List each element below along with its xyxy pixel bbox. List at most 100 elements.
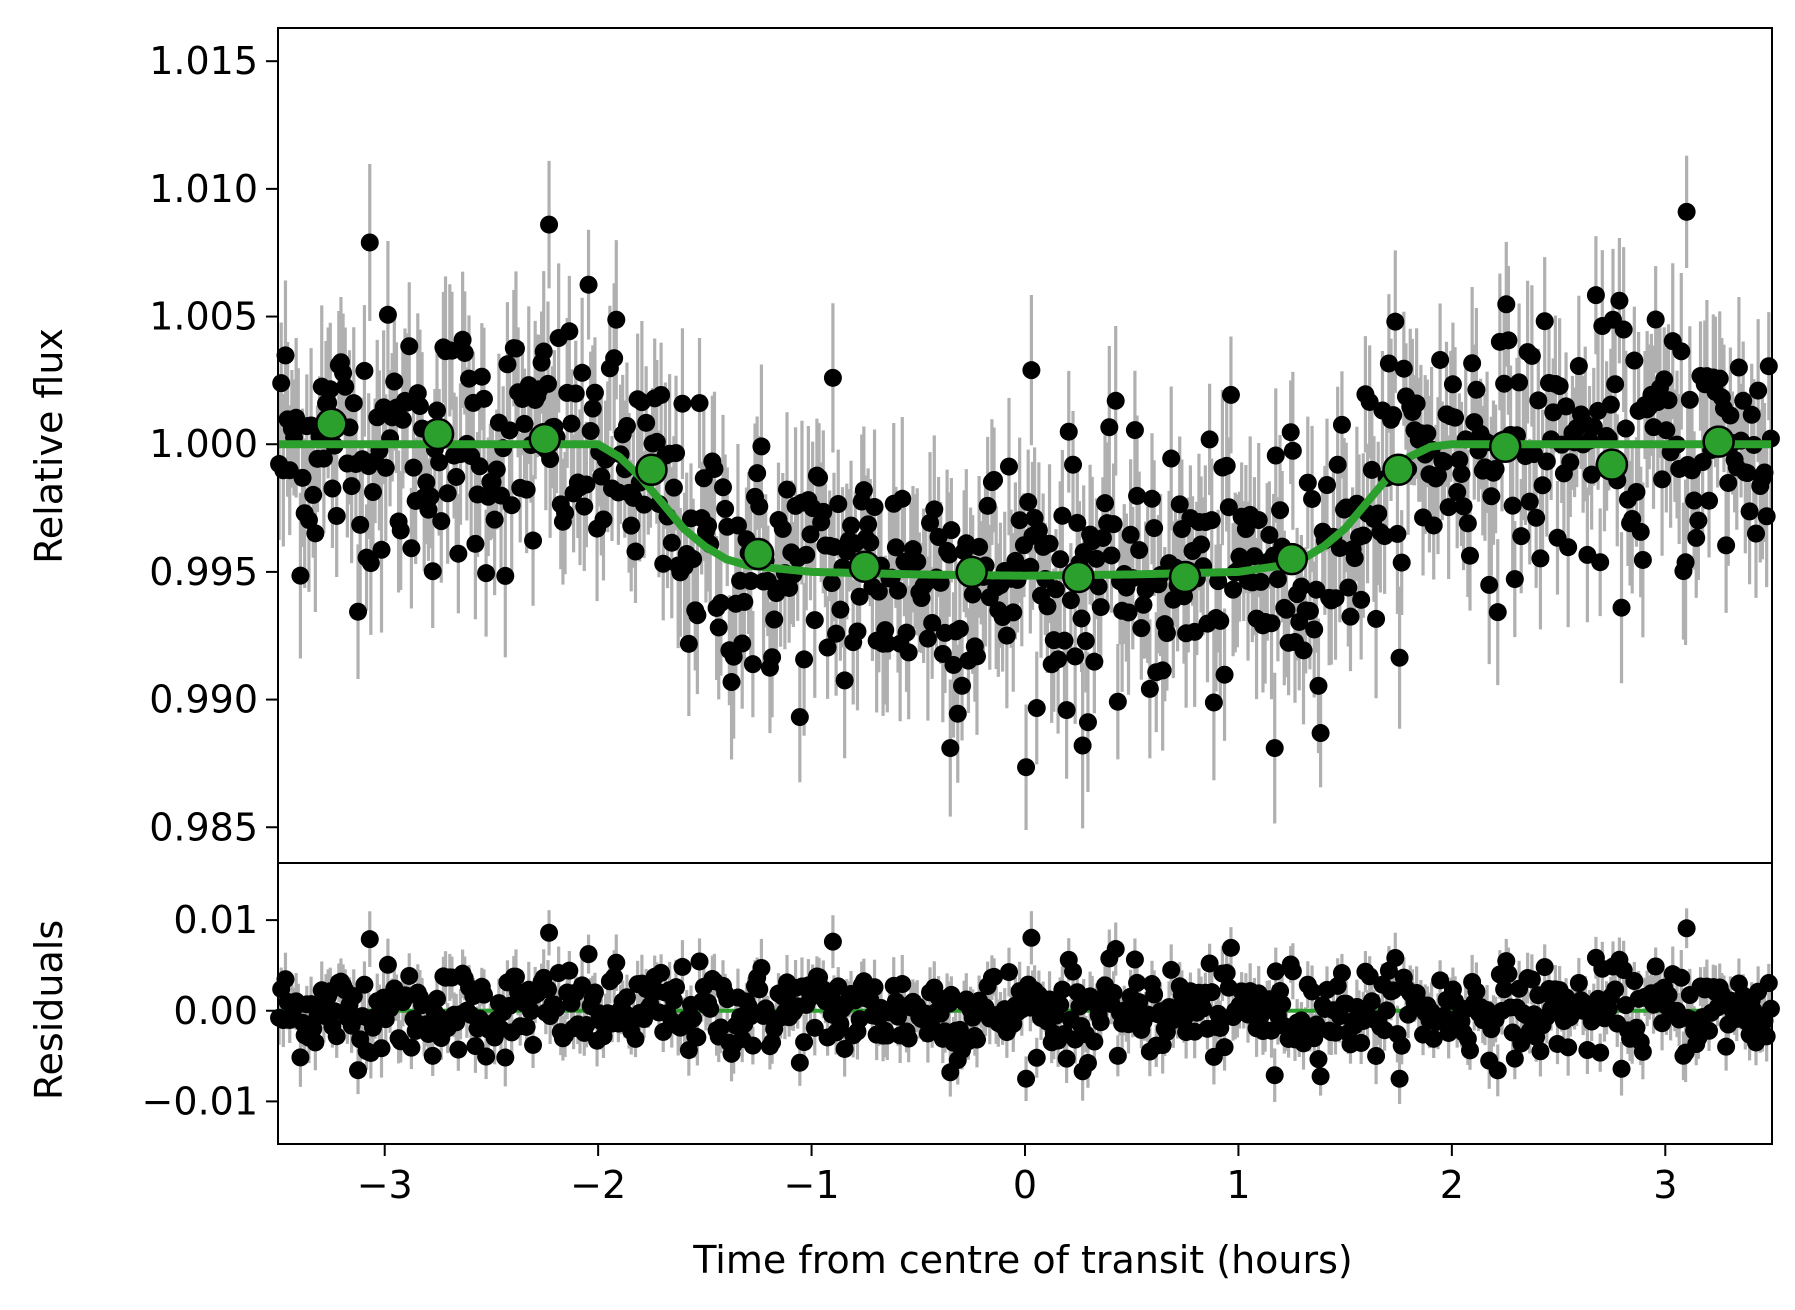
residual-point [1202,983,1221,1002]
flux-point [970,537,989,556]
flux-point [515,414,534,433]
flux-point [823,368,842,387]
residual-point [763,1033,782,1052]
residual-point [1303,982,1322,1001]
top-y-axis: 0.985 0.990 0.995 1.000 1.005 1.010 1.015 [149,39,278,849]
bottom-y-tick-label: −0.01 [142,1079,258,1123]
residual-point [1051,996,1070,1015]
residual-point [521,1002,540,1021]
flux-point [1677,202,1696,221]
flux-point [393,410,412,429]
flux-point [575,497,594,516]
residual-point [1326,1023,1345,1042]
flux-point [622,516,641,535]
residual-point [1104,983,1123,1002]
flux-point [1140,679,1159,698]
binned-point [421,417,455,451]
flux-point [1142,489,1161,508]
flux-point [1068,513,1087,532]
residual-point [1488,1061,1507,1080]
residual-point [617,988,636,1007]
flux-point [1360,392,1379,411]
top-y-tick-label: 0.990 [149,678,258,722]
flux-point [967,647,986,666]
residual-point [667,978,686,997]
flux-point [1729,358,1748,377]
residual-point [594,1027,613,1046]
flux-point [1631,522,1650,541]
flux-point [1450,450,1469,469]
flux-point [1535,312,1554,331]
residual-point [1145,985,1164,1004]
flux-point [893,489,912,508]
flux-point [327,506,346,525]
flux-point [1591,553,1610,572]
residual-point [344,987,363,1006]
residual-point [449,1040,468,1059]
flux-point [1625,351,1644,370]
residual-point [1467,982,1486,1001]
residual-point [1627,1018,1646,1037]
flux-point [1300,602,1319,621]
binned-point [1702,425,1735,458]
flux-point [1029,521,1048,540]
residual-point [378,955,397,974]
flux-point [1076,632,1095,651]
flux-point [801,525,820,544]
flux-point [941,739,960,758]
residual-point [1200,954,1219,973]
flux-point [617,416,636,435]
flux-point [1480,575,1499,594]
residual-point [1106,940,1125,959]
bottom-residual-points [270,908,1780,1104]
flux-point [1749,381,1768,400]
residual-point [1535,958,1554,977]
flux-point [795,650,814,669]
flux-point [1448,483,1467,502]
flux-point [1157,624,1176,643]
flux-point [605,349,624,368]
flux-point [419,500,438,519]
flux-point [321,380,340,399]
flux-point [485,510,504,529]
flux-point [449,544,468,563]
bottom-y-axis-label: Residuals [27,920,71,1100]
residual-point [1625,972,1644,991]
residual-point [1390,1069,1409,1088]
flux-point [1394,359,1413,378]
flux-point [447,467,466,486]
flux-point [750,497,769,516]
residual-point [1091,1013,1110,1032]
residual-point [1367,1046,1386,1065]
flux-point [276,346,295,365]
flux-point [1294,641,1313,660]
flux-point [314,449,333,468]
flux-point [1503,496,1522,515]
flux-point [1522,346,1541,365]
flux-point [722,673,741,692]
flux-point [376,458,395,477]
flux-point [432,512,451,531]
residual-point [1431,971,1450,990]
flux-point [1292,577,1311,596]
residual-point [1194,999,1213,1018]
flux-point [741,572,760,591]
flux-point [1004,603,1023,622]
flux-point [1755,463,1774,482]
residual-point [1505,1049,1524,1068]
flux-point [1586,286,1605,305]
flux-point [1488,603,1507,622]
flux-point [1446,408,1465,427]
residual-point [626,1029,645,1048]
flux-point [1458,514,1477,533]
flux-point [1561,453,1580,472]
flux-point [810,468,829,487]
flux-point [1128,486,1147,505]
flux-point [822,574,841,593]
flux-point [724,647,743,666]
flux-point [1614,320,1633,339]
residual-point [1360,967,1379,986]
flux-point [487,460,506,479]
flux-point [829,495,848,514]
flux-point [344,394,363,413]
